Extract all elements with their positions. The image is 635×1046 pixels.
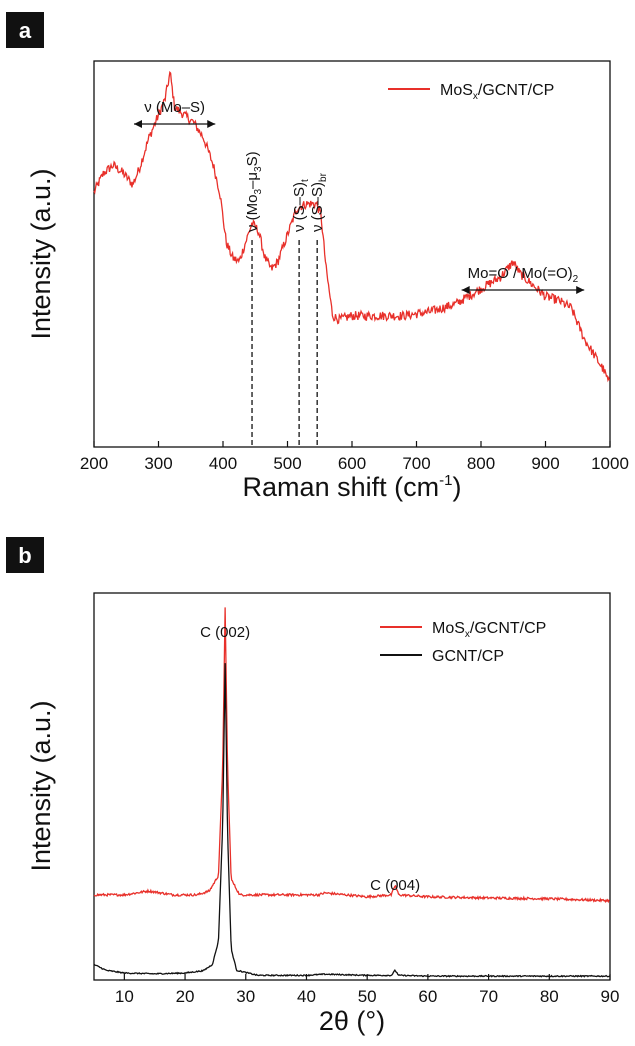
x-tick-label: 90 <box>601 987 620 1006</box>
x-tick-label: 200 <box>80 454 108 473</box>
x-tick-label: 50 <box>358 987 377 1006</box>
range-annotation: Mo=O / Mo(=O)2 <box>468 265 579 285</box>
x-tick-label: 800 <box>467 454 495 473</box>
panel-b-label-box <box>6 537 44 573</box>
peak-annotation: ν (S–S)br <box>309 172 329 232</box>
panel-a-label-box <box>6 12 44 48</box>
legend-b-label-mosx: MoSx/GCNT/CP <box>432 620 546 640</box>
plot-a-annotations: ν (Mo–S) ν (Mo3–μ3S) ν (S–S)tν (S–S)br Mo=O… <box>133 99 585 447</box>
plot-b-x-ticks: 10 20 30 40 50 60 70 80 90 <box>115 974 620 1006</box>
panel-a-label: a <box>19 18 32 43</box>
x-tick-label: 700 <box>402 454 430 473</box>
plot-b-x-title: 2θ (°) <box>319 1006 385 1036</box>
peak-annotation: ν (S–S)t <box>291 179 311 232</box>
peak-label: C (002) <box>200 624 250 641</box>
plot-a-x-ticks: 200 300 400 500 600 700 800 900 1000 <box>80 441 629 473</box>
panel-a: a 200 300 400 500 600 700 800 900 1000 ν (Mo–S)ν… <box>6 12 629 502</box>
series-b-gcnt-line <box>93 663 610 978</box>
plot-b-frame <box>93 592 611 981</box>
peak-label: C (004) <box>370 877 420 894</box>
range-arrow-head <box>133 120 142 128</box>
x-tick-label: 900 <box>531 454 559 473</box>
x-tick-label: 60 <box>418 987 437 1006</box>
legend-a-label: MoSx/GCNT/CP <box>440 82 554 102</box>
plot-b-y-title: Intensity (a.u.) <box>26 700 56 871</box>
plot-b-annotations: C (002) C (004) <box>200 624 420 894</box>
range-annotation: ν (Mo–S) <box>144 99 205 116</box>
x-tick-label: 40 <box>297 987 316 1006</box>
x-tick-label: 80 <box>540 987 559 1006</box>
plot-a-y-title: Intensity (a.u.) <box>26 168 56 339</box>
panel-b: b 10 20 30 40 50 60 70 80 90 C (002) C (004) MoSx… <box>6 537 619 1036</box>
plot-a-x-title: Raman shift (cm-1) <box>243 472 462 502</box>
x-tick-label: 20 <box>176 987 195 1006</box>
peak-annotation: ν (Mo3–μ3S) <box>244 151 264 232</box>
x-tick-label: 70 <box>479 987 498 1006</box>
range-arrow-head <box>461 286 470 294</box>
x-tick-label: 600 <box>338 454 366 473</box>
range-arrow-head <box>207 120 216 128</box>
x-tick-label: 500 <box>273 454 301 473</box>
x-tick-label: 10 <box>115 987 134 1006</box>
legend-b-label-gcnt: GCNT/CP <box>432 648 504 665</box>
series-b-mosx-line <box>93 607 610 904</box>
panel-b-label: b <box>18 543 31 568</box>
plot-a-frame <box>93 60 611 448</box>
x-tick-label: 300 <box>144 454 172 473</box>
series-a-mosx-line <box>93 70 611 383</box>
range-arrow-head <box>576 286 585 294</box>
x-tick-label: 400 <box>209 454 237 473</box>
x-tick-label: 30 <box>236 987 255 1006</box>
x-tick-label: 1000 <box>591 454 629 473</box>
